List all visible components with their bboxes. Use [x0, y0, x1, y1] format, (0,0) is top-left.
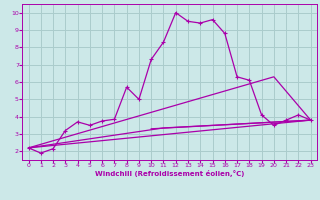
X-axis label: Windchill (Refroidissement éolien,°C): Windchill (Refroidissement éolien,°C): [95, 170, 244, 177]
